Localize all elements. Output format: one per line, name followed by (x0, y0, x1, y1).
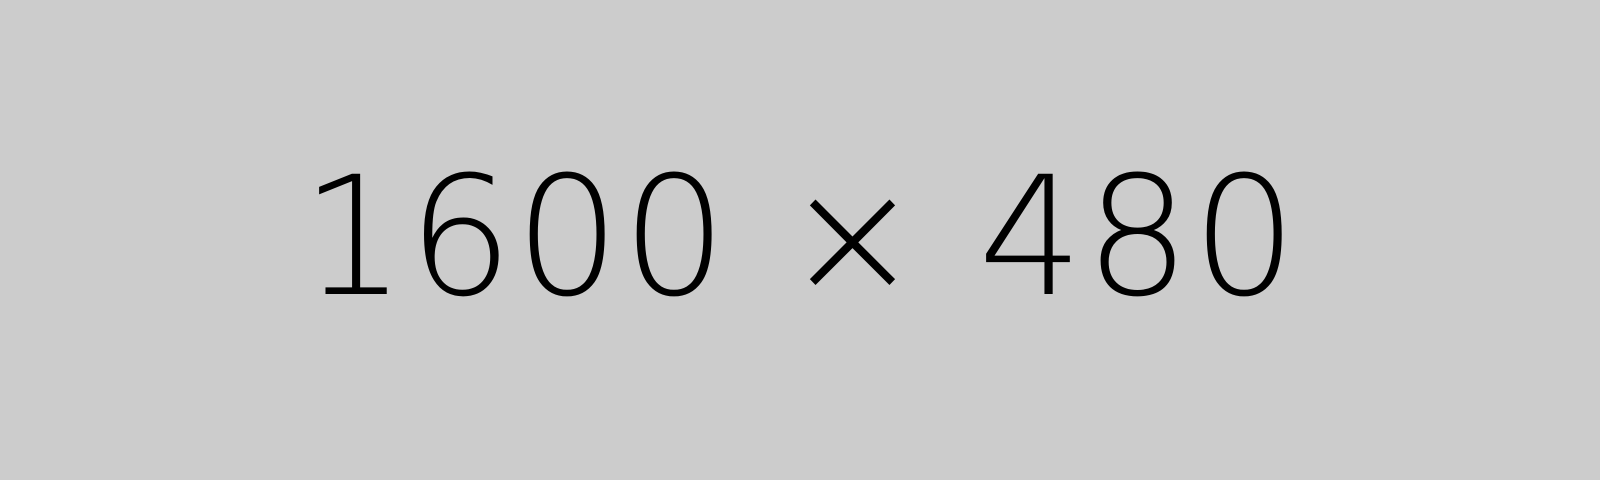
dimension-label: 1600 × 480 (301, 140, 1299, 333)
